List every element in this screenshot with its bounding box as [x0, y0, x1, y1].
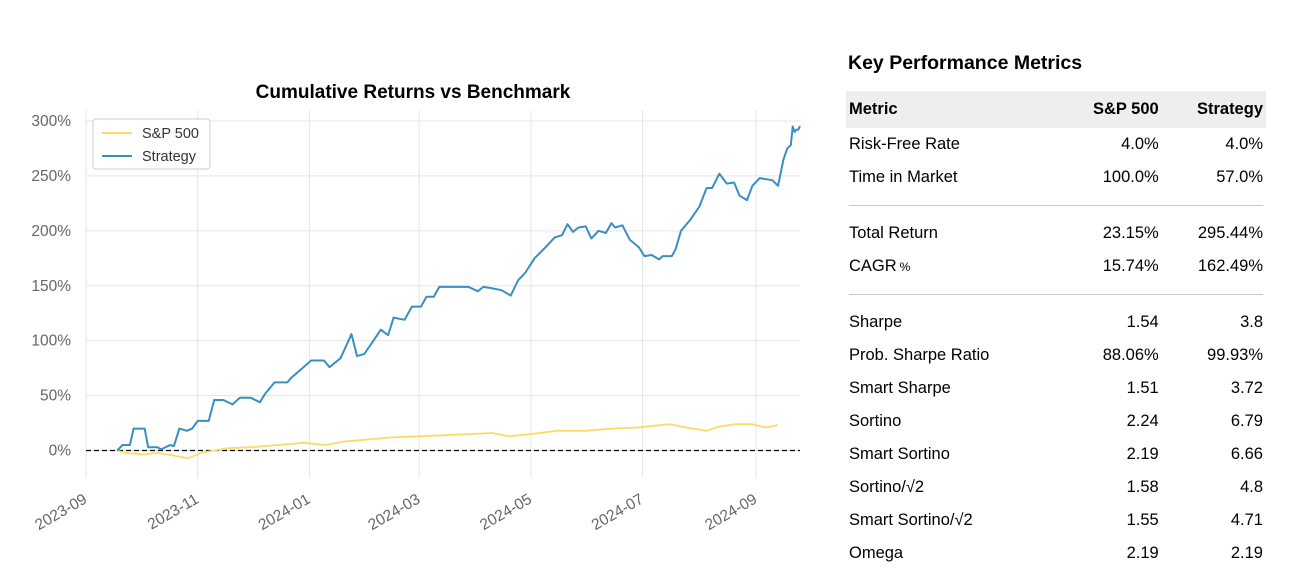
y-tick-label: 50%	[40, 388, 71, 405]
y-tick-label: 100%	[31, 333, 71, 350]
metric-sp500-value: 23.15%	[1102, 224, 1159, 242]
metric-name-cell: Time in Market	[846, 161, 1058, 194]
metric-name-cell: Sharpe	[846, 306, 1058, 339]
metrics-row: Total Return 23.15% 295.44%	[846, 217, 1266, 250]
metric-strategy-value: 99.93%	[1207, 346, 1263, 364]
separator-cell	[846, 194, 1266, 217]
metric-strategy-value: 4.71	[1230, 511, 1263, 529]
metric-name: Sortino/√2	[849, 478, 925, 496]
metric-sp500-value: 2.19	[1126, 445, 1159, 463]
x-tick-label: 2024-01	[256, 491, 314, 534]
x-tick-label: 2024-07	[589, 491, 647, 534]
metric-strategy-value: 3.72	[1230, 379, 1263, 397]
metric-sp500-value: 15.74%	[1102, 257, 1159, 275]
y-tick-label: 250%	[31, 168, 71, 185]
x-tick-label: 2024-09	[702, 491, 760, 534]
metric-sp500-value: 2.19	[1126, 544, 1159, 562]
metrics-panel: Key Performance Metrics Metric S&P 500 S…	[846, 50, 1270, 570]
metrics-row: Sharpe 1.54 3.8	[846, 306, 1266, 339]
metric-name-cell: CAGR%	[846, 250, 1058, 283]
metrics-row: Prob. Sharpe Ratio 88.06% 99.93%	[846, 339, 1266, 372]
cumulative-returns-chart: Cumulative Returns vs Benchmark 0% 50% 100%…	[31, 82, 801, 534]
y-tick-label: 200%	[31, 223, 71, 240]
metric-name: Sharpe	[849, 313, 903, 331]
metrics-separator	[846, 283, 1266, 306]
metric-name-cell: Sortino/√2	[846, 471, 1058, 504]
metric-name-cell: Sortino	[846, 405, 1058, 438]
x-tick-label: 2024-03	[365, 491, 423, 534]
metric-strategy-value: 295.44%	[1197, 224, 1263, 242]
metric-name-cell: Smart Sortino	[846, 438, 1058, 471]
x-tick-label: 2023-11	[145, 491, 202, 534]
metric-suffix: %	[899, 260, 911, 274]
metric-strategy-value: 2.19	[1230, 544, 1263, 562]
metric-strategy-value: 6.79	[1230, 412, 1263, 430]
y-tick-label: 300%	[31, 113, 71, 130]
metric-strategy-value: 162.49%	[1197, 257, 1263, 275]
metric-name: Omega	[849, 544, 904, 562]
metric-sp500-value: 100.0%	[1102, 168, 1159, 186]
metric-name: Time in Market	[849, 168, 958, 186]
metric-name: Risk-Free Rate	[849, 135, 960, 153]
metric-name: Smart Sharpe	[849, 379, 951, 397]
metric-name: CAGR	[849, 257, 897, 275]
metrics-row: Risk-Free Rate 4.0% 4.0%	[846, 128, 1266, 161]
metric-sp500-value: 1.51	[1126, 379, 1159, 397]
metric-sp500-value: 88.06%	[1102, 346, 1159, 364]
metric-name-cell: Prob. Sharpe Ratio	[846, 339, 1058, 372]
separator-line	[849, 205, 1263, 206]
chart-svg: Cumulative Returns vs Benchmark 0% 50% 100%…	[31, 82, 801, 534]
y-tick-label: 150%	[31, 278, 71, 295]
metrics-row: Smart Sortino/√2 1.55 4.71	[846, 504, 1266, 537]
metric-name: Smart Sortino/√2	[849, 511, 973, 529]
legend-label-sp500: S&P 500	[142, 126, 199, 142]
metric-sp500-value: 4.0%	[1121, 135, 1159, 153]
metrics-row: Smart Sharpe 1.51 3.72	[846, 372, 1266, 405]
metrics-row: Smart Sortino 2.19 6.66	[846, 438, 1266, 471]
x-tick-label: 2024-05	[477, 491, 535, 534]
metric-name-cell: Smart Sortino/√2	[846, 504, 1058, 537]
metric-strategy-value: 3.8	[1240, 313, 1263, 331]
series-line-sp500	[116, 423, 779, 460]
metric-sp500-value: 2.24	[1126, 412, 1159, 430]
metrics-table: Metric S&P 500 Strategy Risk-Free Rate 4.…	[846, 91, 1266, 570]
metric-name: Total Return	[849, 224, 938, 242]
metric-strategy-value: 6.66	[1230, 445, 1263, 463]
metric-name-cell: Total Return	[846, 217, 1058, 250]
metrics-body: Risk-Free Rate 4.0% 4.0% Time in Market 100.…	[846, 128, 1266, 570]
header-metric: Metric	[846, 91, 1058, 128]
header-sp500: S&P 500	[1057, 91, 1162, 128]
metric-name: Sortino	[849, 412, 902, 430]
metrics-title: Key Performance Metrics	[848, 52, 1083, 74]
legend-label-strategy: Strategy	[142, 149, 197, 165]
metric-name-cell: Smart Sharpe	[846, 372, 1058, 405]
metric-name: Prob. Sharpe Ratio	[849, 346, 990, 364]
chart-title: Cumulative Returns vs Benchmark	[256, 82, 571, 103]
separator-line	[849, 294, 1263, 295]
metric-strategy-value: 4.0%	[1225, 135, 1263, 153]
y-tick-label: 0%	[49, 443, 72, 460]
metric-strategy-value: 57.0%	[1216, 168, 1263, 186]
header-strategy: Strategy	[1161, 91, 1266, 128]
metrics-header-row: Metric S&P 500 Strategy	[846, 91, 1266, 128]
metrics-row: Sortino 2.24 6.79	[846, 405, 1266, 438]
series-line-strategy	[116, 125, 801, 452]
metric-name: Smart Sortino	[849, 445, 950, 463]
metrics-row: Omega 2.19 2.19	[846, 537, 1266, 570]
metric-name-cell: Risk-Free Rate	[846, 128, 1058, 161]
metric-sp500-value: 1.58	[1126, 478, 1159, 496]
metric-strategy-value: 4.8	[1240, 478, 1263, 496]
metric-sp500-value: 1.55	[1126, 511, 1159, 529]
metric-sp500-value: 1.54	[1126, 313, 1159, 331]
metrics-separator	[846, 194, 1266, 217]
metric-name-cell: Omega	[846, 537, 1058, 570]
x-tick-label: 2023-09	[32, 491, 90, 534]
metrics-row: Time in Market 100.0% 57.0%	[846, 161, 1266, 194]
metrics-row: CAGR% 15.74% 162.49%	[846, 250, 1266, 283]
separator-cell	[846, 283, 1266, 306]
metrics-row: Sortino/√2 1.58 4.8	[846, 471, 1266, 504]
